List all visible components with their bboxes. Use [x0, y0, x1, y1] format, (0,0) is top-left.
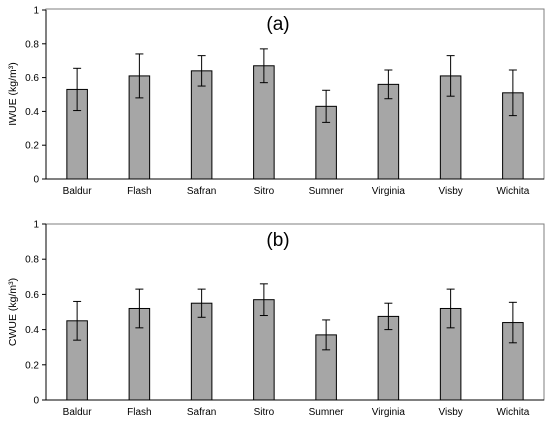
- x-tick-label: Safran: [187, 407, 216, 418]
- x-tick-label: Sitro: [254, 186, 275, 197]
- y-tick-label: 0.6: [25, 290, 39, 301]
- x-tick-label: Virginia: [372, 186, 406, 197]
- x-tick-label: Visby: [438, 186, 462, 197]
- x-tick-label: Baldur: [63, 186, 93, 197]
- y-tick-label: 0: [33, 175, 39, 186]
- panel-b-y-axis-label: CWUE (kg/m³): [7, 278, 19, 346]
- y-tick-label: 1: [33, 220, 39, 231]
- panel-a: (a) IWUE (kg/m³) 0 0.2 0.4 0.6 0.8 1 Baldur Fla…: [7, 6, 545, 197]
- panel-b: (b) CWUE (kg/m³) 0 0.2 0.4 0.6 0.8 1 Baldur Fla…: [7, 220, 545, 418]
- y-tick-label: 1: [33, 6, 39, 17]
- y-tick-label: 0.6: [25, 73, 39, 84]
- panel-b-label: (b): [266, 230, 289, 251]
- x-tick-label: Baldur: [63, 407, 93, 418]
- x-tick-label: Flash: [127, 407, 151, 418]
- y-tick-label: 0.4: [25, 325, 39, 336]
- x-tick-label: Wichita: [496, 407, 529, 418]
- x-tick-label: Visby: [438, 407, 462, 418]
- x-tick-label: Sumner: [309, 186, 345, 197]
- y-tick-label: 0.2: [25, 360, 39, 371]
- y-tick-label: 0.8: [25, 39, 39, 50]
- y-tick-label: 0: [33, 396, 39, 407]
- x-tick-label: Sumner: [309, 407, 345, 418]
- x-tick-label: Wichita: [496, 186, 529, 197]
- panel-a-y-axis-label: IWUE (kg/m³): [7, 62, 19, 126]
- x-tick-label: Safran: [187, 186, 216, 197]
- y-tick-label: 0.2: [25, 141, 39, 152]
- panel-b-marks: 0 0.2 0.4 0.6 0.8 1 Baldur Flash Safran Sitro Sumn…: [25, 220, 544, 418]
- panel-a-label: (a): [266, 14, 289, 35]
- x-tick-label: Virginia: [372, 407, 406, 418]
- x-tick-label: Flash: [127, 186, 151, 197]
- panel-a-marks: 0 0.2 0.4 0.6 0.8 1 Baldur Flash Safran Sitro Sumn…: [25, 6, 544, 197]
- y-tick-label: 0.8: [25, 255, 39, 266]
- y-tick-label: 0.4: [25, 107, 39, 118]
- x-tick-label: Sitro: [254, 407, 275, 418]
- bar-safran: [190, 70, 213, 180]
